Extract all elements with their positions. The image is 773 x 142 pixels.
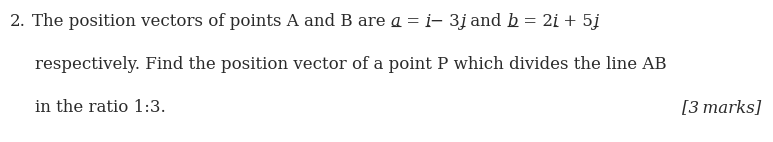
Text: and: and — [465, 13, 507, 31]
Text: i: i — [425, 13, 431, 31]
Text: = 2: = 2 — [517, 13, 553, 31]
Text: j: j — [460, 13, 465, 31]
Text: j: j — [593, 13, 598, 31]
Text: The position vectors of points A and B are: The position vectors of points A and B a… — [32, 13, 390, 31]
Text: respectively. Find the position vector of a point P which divides the line AB: respectively. Find the position vector o… — [35, 57, 666, 74]
Text: i: i — [553, 13, 558, 31]
Text: [3 marks]: [3 marks] — [682, 100, 761, 116]
Text: =: = — [400, 13, 425, 31]
Text: b: b — [507, 13, 517, 31]
Text: in the ratio 1:3.: in the ratio 1:3. — [35, 100, 165, 116]
Text: + 5: + 5 — [558, 13, 593, 31]
Text: a: a — [390, 13, 400, 31]
Text: 2.: 2. — [10, 13, 26, 31]
Text: − 3: − 3 — [431, 13, 460, 31]
